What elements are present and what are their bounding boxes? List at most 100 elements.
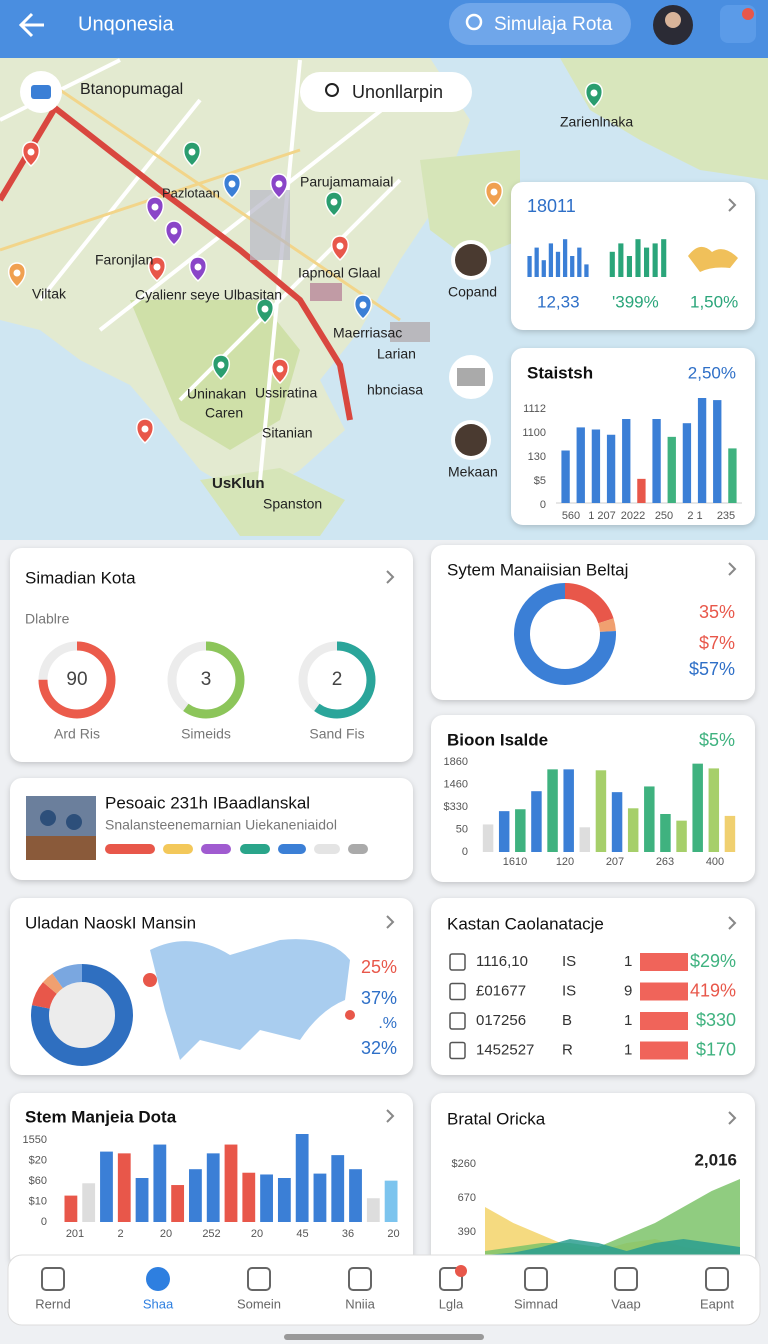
map-dot — [143, 973, 157, 987]
donut-label: .% — [378, 1015, 397, 1032]
nav-icon — [247, 1267, 271, 1291]
bar — [562, 239, 568, 277]
sytem-card[interactable] — [431, 545, 755, 700]
map-button-label[interactable]: Unonllarpin — [352, 82, 443, 102]
nav-item[interactable]: Somein — [237, 1267, 281, 1311]
donut-label: 37% — [361, 988, 397, 1008]
bar — [682, 423, 692, 503]
world-icon — [688, 246, 738, 272]
row-num: 1 — [624, 953, 632, 970]
row-value: 419% — [690, 980, 736, 1000]
axis-label: 560 — [562, 510, 580, 522]
donut-label: 35% — [699, 602, 735, 622]
bar — [366, 1198, 380, 1222]
map-logo-icon — [31, 85, 51, 99]
statistics-card[interactable] — [511, 348, 755, 525]
bar — [242, 1172, 256, 1222]
nav-item[interactable]: Simnad — [514, 1267, 558, 1311]
card-title: Pesoaic 231h IBaadlanskal — [105, 793, 310, 812]
row-icon — [449, 982, 466, 1001]
row-code: 1116,10 — [476, 953, 528, 970]
map-pin-dot — [275, 180, 283, 188]
nav-item[interactable]: Lgla — [439, 1267, 464, 1311]
bar — [637, 478, 646, 503]
search-text[interactable]: Simulaja Rota — [494, 14, 613, 35]
row-letter: B — [562, 1012, 572, 1029]
nav-item[interactable]: Vaap — [611, 1267, 641, 1311]
nav-item[interactable]: Nniia — [345, 1267, 376, 1311]
row-value: $330 — [696, 1010, 736, 1030]
bar — [622, 419, 631, 503]
map-label: Parujamamaial — [300, 174, 393, 190]
ring-value: 2 — [332, 669, 343, 690]
map-pin-dot — [359, 301, 367, 309]
area — [485, 1239, 740, 1255]
map-button[interactable] — [300, 72, 472, 112]
map-label: Zarienlnaka — [560, 114, 633, 130]
row-icon — [449, 953, 466, 971]
axis-label: 1460 — [444, 778, 468, 790]
nav-item[interactable]: Shaa — [143, 1267, 174, 1311]
bar — [728, 448, 737, 503]
row-bar — [640, 1041, 688, 1060]
bar — [708, 768, 720, 852]
kastan-card[interactable] — [431, 898, 755, 1075]
pesoaic-card[interactable] — [10, 778, 413, 880]
nav-label: Shaa — [143, 1296, 174, 1311]
card-title: Uladan NaoskI Mansin — [25, 913, 196, 932]
map-pin-dot — [217, 361, 225, 369]
map-pin-dot — [261, 305, 269, 313]
row-code: 017256 — [476, 1012, 526, 1029]
row-icon — [449, 1041, 466, 1060]
axis-label: 1112 — [523, 403, 546, 415]
axis-label: $5 — [534, 475, 546, 487]
map-label: Uninakan — [187, 386, 246, 402]
map-pin-dot — [153, 263, 161, 271]
axis-label: 1 207 — [588, 510, 616, 522]
map-label: Pazlotaan — [162, 185, 220, 200]
bottom-nav — [7, 1254, 761, 1326]
axis-label: $60 — [29, 1175, 47, 1187]
row-num: 1 — [624, 1041, 632, 1058]
bar — [189, 1169, 202, 1222]
chevron — [386, 915, 395, 929]
bioon-card[interactable] — [431, 715, 755, 882]
bar — [384, 1180, 398, 1222]
back-button[interactable] — [18, 12, 44, 38]
row-value: $29% — [690, 951, 736, 971]
axis-label: $260 — [452, 1158, 476, 1170]
donut-segment — [514, 583, 616, 685]
bar — [482, 824, 494, 852]
map-pin-dot — [13, 269, 21, 277]
axis-label: 1860 — [444, 756, 468, 768]
nav-icon — [614, 1267, 638, 1291]
map-pins — [8, 82, 603, 445]
nav-item[interactable]: Eapnt — [700, 1267, 734, 1311]
ring-arc — [167, 641, 245, 719]
stats-card[interactable] — [511, 182, 755, 330]
axis-label: 0 — [41, 1216, 47, 1228]
nav-icon — [146, 1267, 170, 1291]
photo — [26, 796, 96, 860]
row-code: £01677 — [476, 982, 526, 999]
avatar-face — [665, 12, 681, 28]
search-box[interactable] — [449, 3, 631, 45]
map-label: Sitanian — [262, 425, 313, 441]
bar — [611, 792, 623, 852]
bar — [661, 239, 667, 277]
bar — [260, 1174, 273, 1222]
map-label: UsKlun — [212, 475, 265, 492]
axis-label: 207 — [606, 856, 624, 868]
bar — [534, 247, 539, 277]
bar — [609, 251, 615, 277]
nav-item[interactable]: Rernd — [35, 1267, 71, 1311]
bar — [591, 429, 601, 503]
nav-label: Somein — [237, 1296, 281, 1311]
row-letter: IS — [562, 953, 576, 970]
bar — [644, 247, 650, 277]
axis-label: 670 — [458, 1192, 476, 1204]
bar — [349, 1169, 362, 1222]
map-pin-dot — [141, 425, 149, 433]
row-code: 1452527 — [476, 1041, 534, 1058]
card-title: Staistsh — [527, 363, 593, 382]
